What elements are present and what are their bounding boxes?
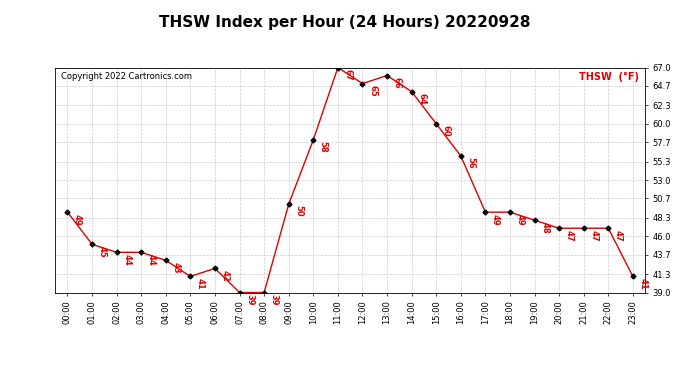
- Text: 41: 41: [638, 278, 647, 290]
- Text: 45: 45: [97, 246, 107, 257]
- Text: 41: 41: [196, 278, 205, 290]
- Text: 67: 67: [344, 69, 353, 81]
- Text: 64: 64: [417, 93, 426, 105]
- Text: 49: 49: [515, 213, 524, 225]
- Text: THSW  (°F): THSW (°F): [579, 72, 639, 82]
- Text: 44: 44: [122, 254, 131, 266]
- Text: 58: 58: [319, 141, 328, 153]
- Text: 47: 47: [614, 230, 623, 241]
- Text: 48: 48: [540, 222, 549, 233]
- Text: 47: 47: [564, 230, 573, 241]
- Text: 49: 49: [491, 213, 500, 225]
- Text: 39: 39: [245, 294, 254, 305]
- Text: 43: 43: [171, 262, 180, 273]
- Text: 47: 47: [589, 230, 598, 241]
- Text: Copyright 2022 Cartronics.com: Copyright 2022 Cartronics.com: [61, 72, 192, 81]
- Text: 49: 49: [73, 213, 82, 225]
- Text: THSW Index per Hour (24 Hours) 20220928: THSW Index per Hour (24 Hours) 20220928: [159, 15, 531, 30]
- Text: 39: 39: [270, 294, 279, 305]
- Text: 65: 65: [368, 85, 377, 97]
- Text: 44: 44: [147, 254, 156, 266]
- Text: 56: 56: [466, 157, 475, 169]
- Text: 42: 42: [221, 270, 230, 282]
- Text: 66: 66: [393, 77, 402, 88]
- Text: 60: 60: [442, 125, 451, 137]
- Text: 50: 50: [294, 206, 304, 217]
